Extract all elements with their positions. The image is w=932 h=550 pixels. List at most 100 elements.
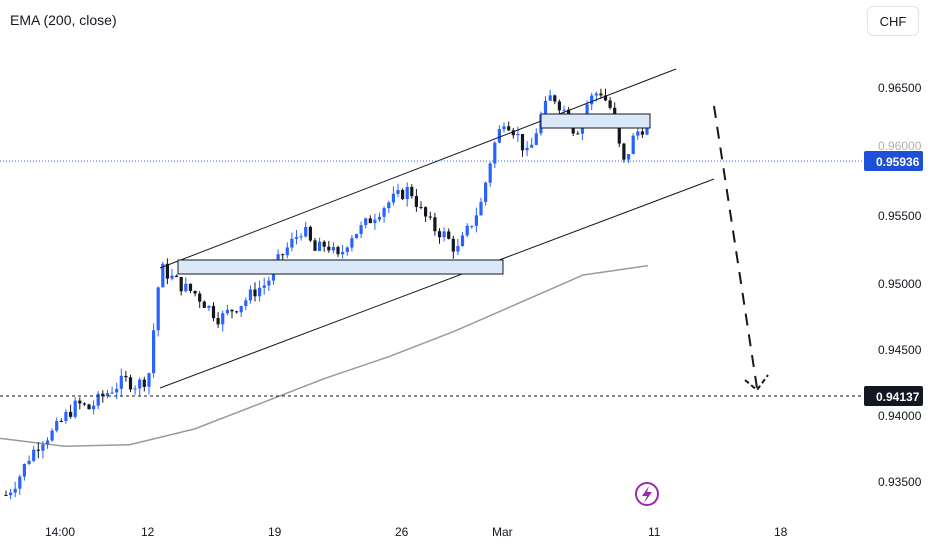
candle-body (64, 411, 68, 421)
candle (78, 397, 82, 410)
candle (525, 141, 529, 157)
candle-body (313, 240, 317, 251)
candle (165, 258, 169, 285)
candle (308, 225, 312, 242)
candle (396, 183, 400, 198)
candle-body (211, 305, 216, 319)
candle-body (405, 187, 409, 200)
channel-upper-line (159, 68, 677, 269)
candle (253, 282, 257, 302)
candle-body (488, 163, 492, 183)
candle (92, 400, 96, 415)
y-tick-label: 0.94500 (878, 343, 922, 357)
candle (13, 481, 17, 498)
candle (45, 437, 50, 449)
candle-body (184, 283, 188, 292)
candle (327, 240, 331, 253)
candle-body (304, 226, 308, 237)
candle-body (631, 135, 635, 154)
projection-arrowhead (744, 374, 769, 392)
x-tick-label: Mar (492, 525, 513, 539)
candle (608, 97, 612, 110)
candle (437, 228, 442, 244)
candle-body (92, 405, 96, 410)
candle-body (262, 285, 266, 288)
x-tick-label: 14:00 (45, 525, 75, 539)
candle (318, 237, 322, 252)
candle (479, 197, 483, 216)
resistance-zone-box (540, 113, 651, 129)
candle (451, 235, 455, 259)
candle-body (479, 201, 483, 216)
candle (465, 223, 469, 238)
candle-body (128, 377, 133, 390)
candle-body (622, 143, 626, 160)
drawings (0, 68, 862, 397)
candle (128, 374, 133, 393)
candle (55, 417, 59, 433)
candles (4, 88, 649, 500)
candle (530, 137, 534, 148)
candle-body (101, 393, 105, 397)
candle (553, 94, 557, 105)
candle (534, 128, 538, 146)
candle (133, 385, 137, 395)
candle (354, 233, 359, 239)
candle-body (433, 217, 437, 232)
candle-body (474, 215, 478, 226)
candle (179, 276, 183, 296)
candle-body (640, 131, 644, 135)
candle-body (285, 247, 289, 256)
candle-body (497, 129, 501, 143)
candle-body (419, 207, 423, 208)
lightning-icon[interactable] (635, 482, 659, 506)
candle (32, 445, 36, 463)
candle-body (156, 287, 160, 331)
candle (442, 227, 446, 242)
candle (322, 240, 326, 252)
candle-body (437, 231, 442, 238)
candle (175, 274, 179, 278)
candle (576, 130, 580, 135)
candle-body (414, 196, 418, 207)
candle (433, 212, 437, 236)
candle-body (562, 109, 566, 111)
candle (202, 300, 206, 308)
candle (368, 215, 372, 224)
candle-body (133, 388, 137, 390)
candle-body (230, 309, 234, 312)
candle (341, 245, 345, 259)
currency-button[interactable]: CHF (867, 6, 919, 36)
candle-body (170, 275, 174, 279)
candle-body (138, 379, 142, 389)
candle-body (244, 300, 248, 306)
candle-body (553, 95, 557, 102)
candle-body (599, 93, 603, 96)
candle-body (225, 309, 229, 314)
candle (391, 186, 395, 206)
candle-body (345, 247, 349, 252)
candle (373, 214, 377, 230)
candle (359, 221, 363, 239)
candle-body (161, 263, 165, 288)
candle-body (484, 182, 488, 202)
candle-body (530, 144, 534, 148)
candle (50, 428, 54, 442)
candle-body (22, 464, 26, 477)
candle (115, 382, 119, 400)
candle-body (525, 147, 529, 151)
candle-body (451, 238, 455, 252)
indicator-legend[interactable]: EMA (200, close) (10, 12, 117, 28)
candle (387, 200, 391, 213)
candle-body (221, 313, 225, 325)
candle (294, 230, 299, 245)
support-zone-box (177, 259, 504, 275)
candle-body (50, 430, 54, 441)
candle-body (359, 225, 363, 234)
candle (290, 232, 294, 252)
candle-body (115, 388, 119, 393)
candle-body (27, 460, 31, 464)
price-axis: 0.96500 0.96000 0.95500 0.95000 0.94500 … (864, 81, 923, 489)
candle (188, 283, 193, 294)
candle-body (520, 134, 525, 151)
